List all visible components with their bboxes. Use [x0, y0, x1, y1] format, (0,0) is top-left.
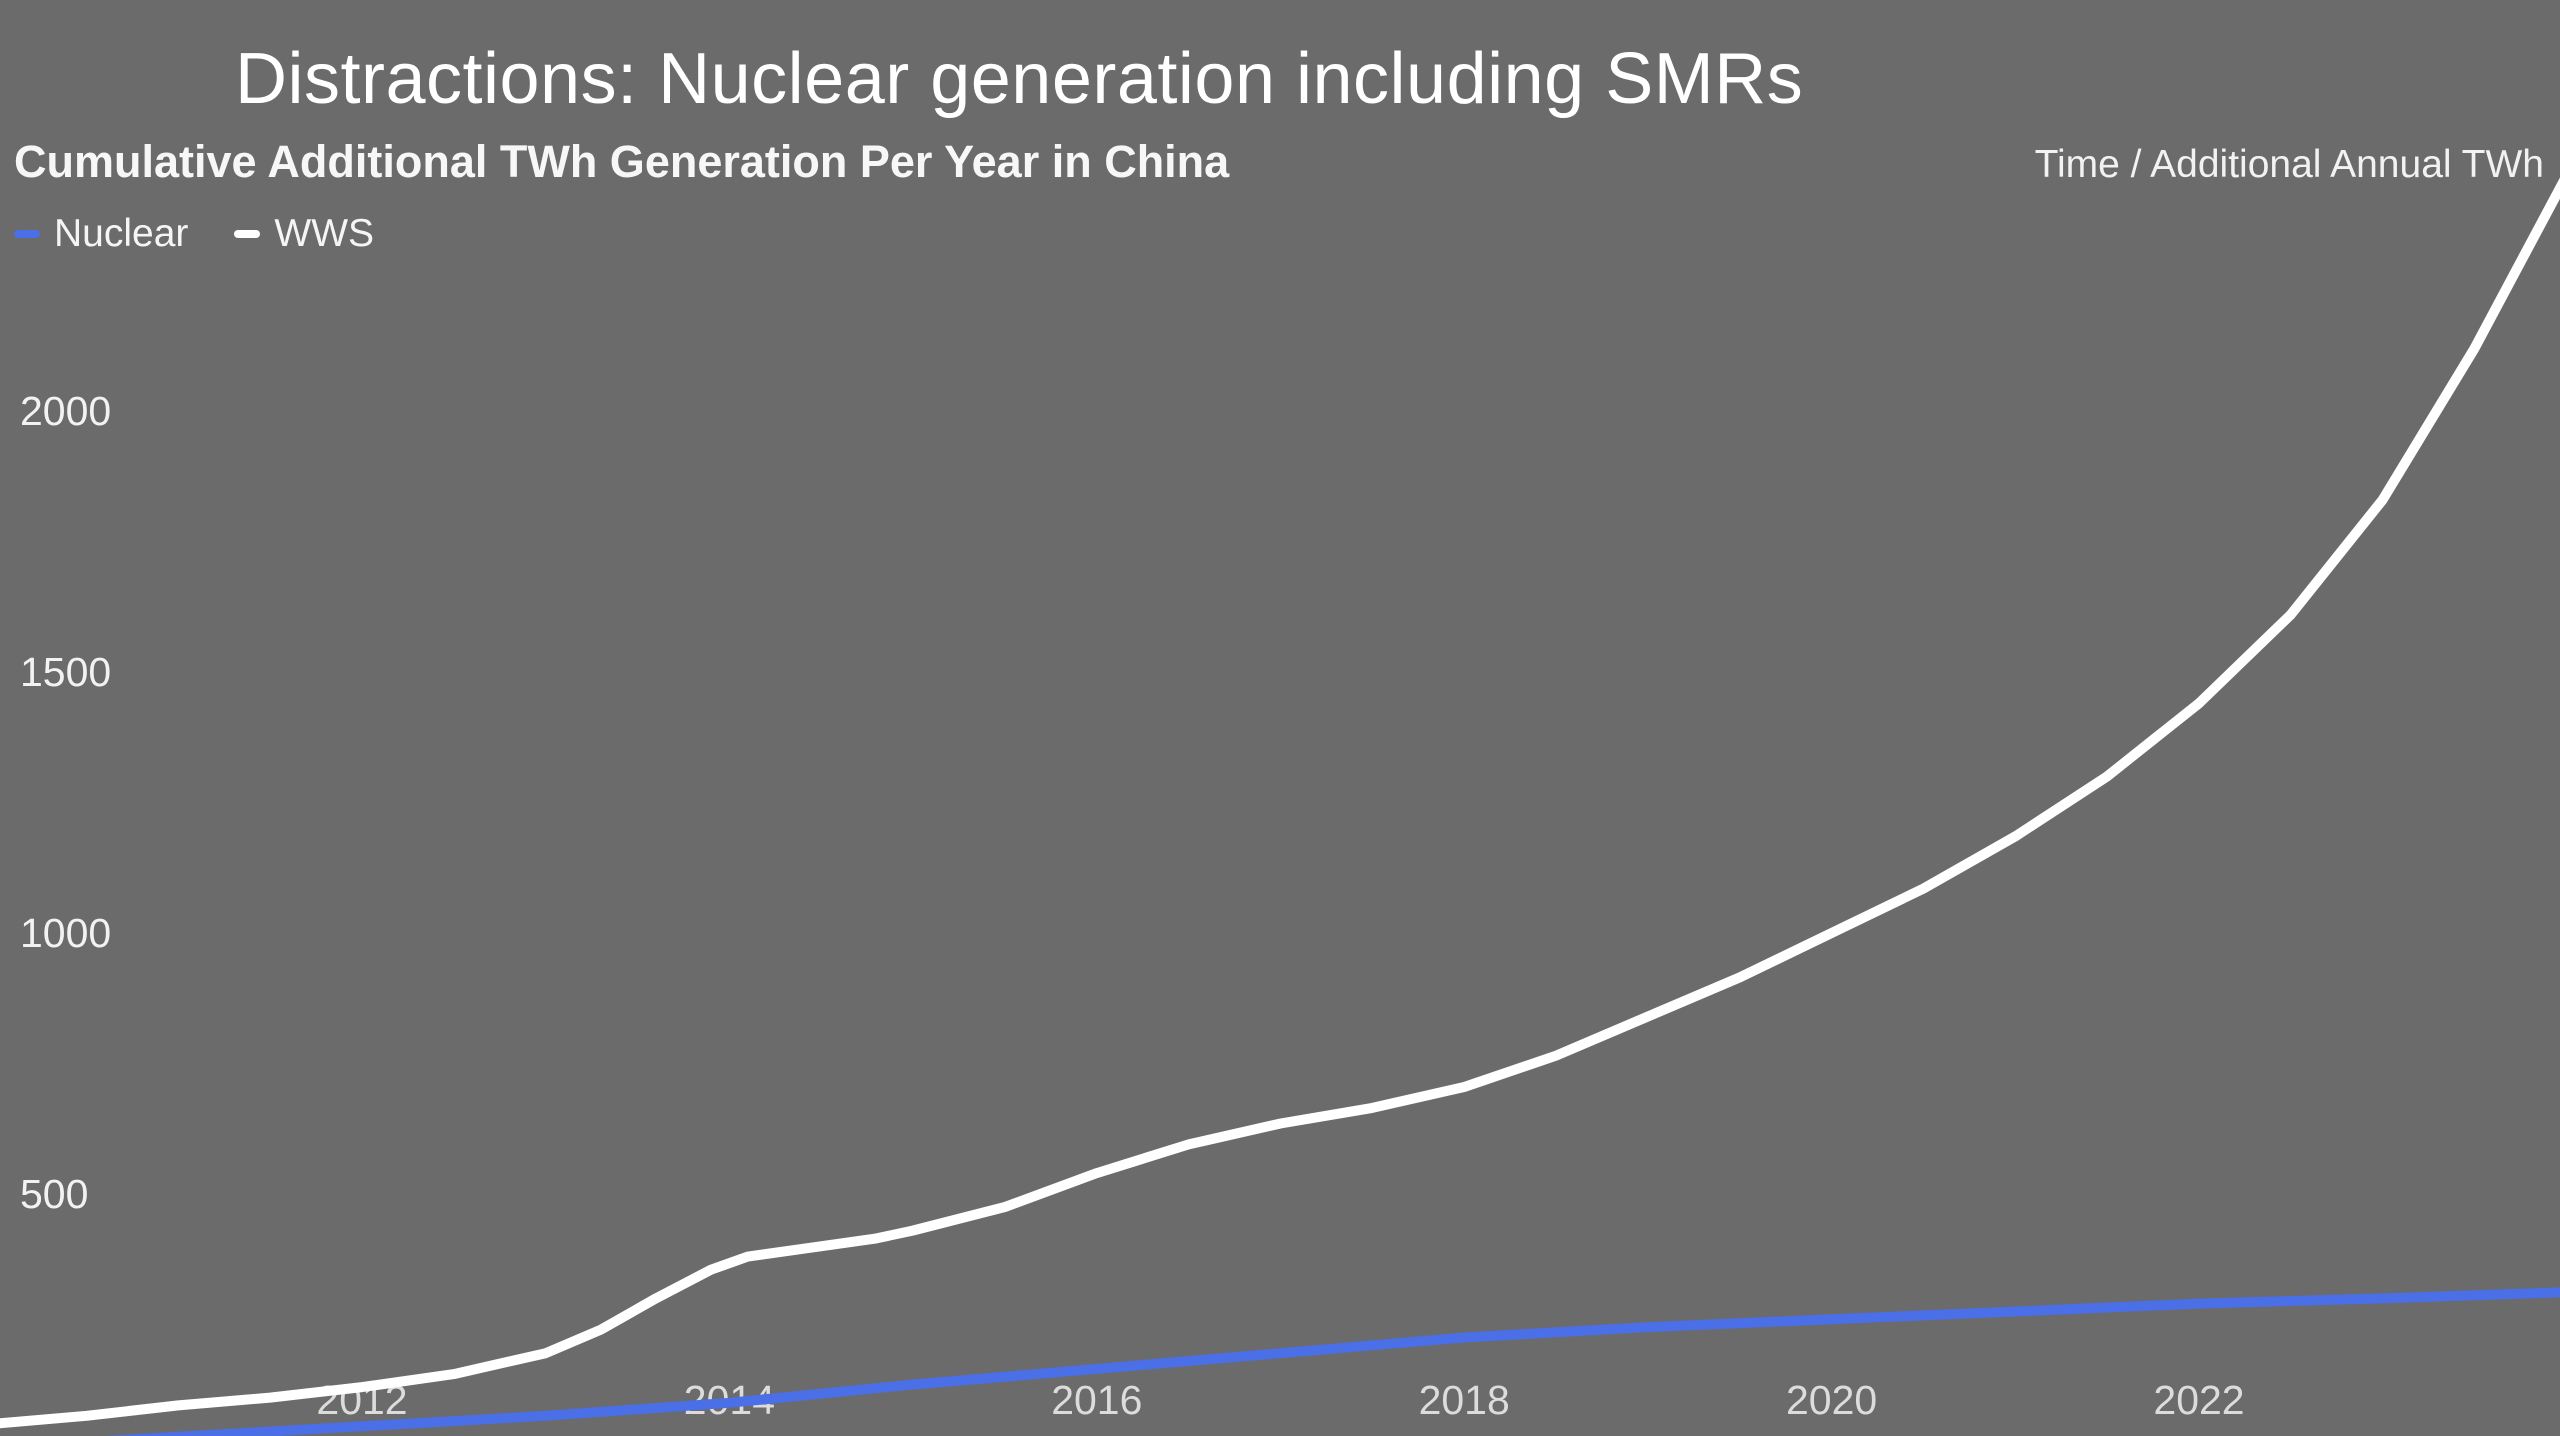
y-tick-label: 1500	[20, 649, 111, 695]
x-tick-label: 2016	[1051, 1377, 1142, 1423]
y-tick-label: 1000	[20, 910, 111, 956]
nuclear-line	[102, 1287, 2560, 1436]
y-tick-label: 500	[20, 1171, 88, 1217]
wws-line	[0, 177, 2560, 1429]
x-tick-label: 2018	[1419, 1377, 1510, 1423]
x-tick-label: 2022	[2153, 1377, 2244, 1423]
y-tick-label: 2000	[20, 388, 111, 434]
x-tick-label: 2020	[1786, 1377, 1877, 1423]
